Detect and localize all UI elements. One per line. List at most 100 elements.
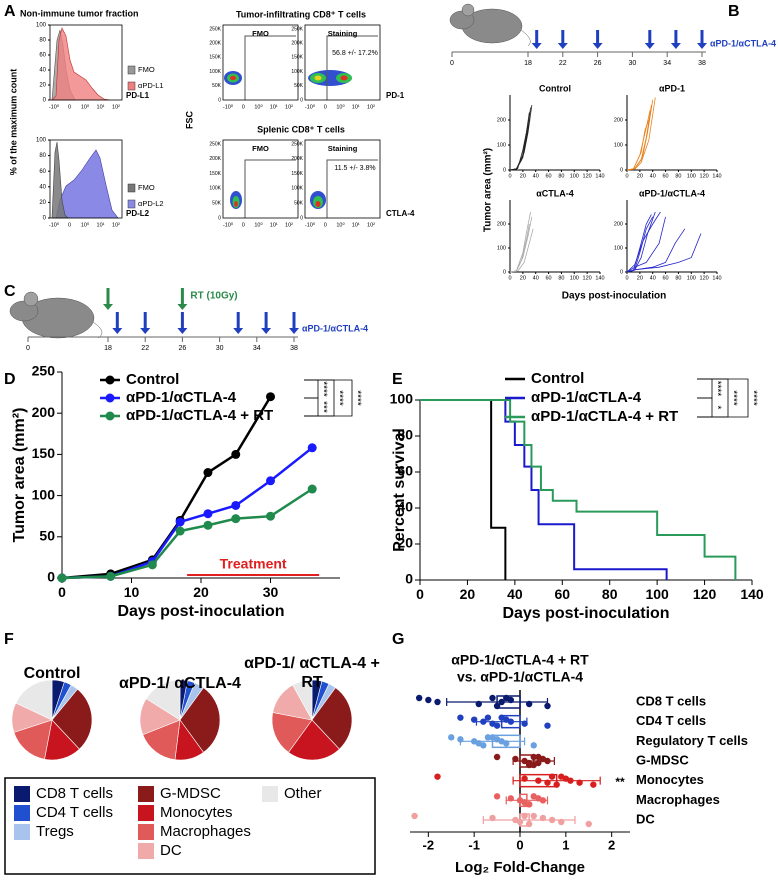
point	[411, 812, 418, 820]
y-tick-label: 250K	[209, 141, 221, 147]
dose-arrow-head	[531, 43, 542, 49]
x-tick-label: -10⁰	[223, 103, 234, 110]
x-axis-label: PD-1	[386, 91, 405, 100]
point	[535, 777, 542, 784]
x-tick-label: 120	[583, 276, 592, 282]
line	[626, 104, 652, 171]
blob	[314, 75, 322, 81]
x-tick-label: 120	[700, 174, 709, 180]
x-tick-label: 100	[687, 276, 696, 282]
dot-plot-blobs	[224, 35, 378, 218]
legend-marker	[105, 393, 115, 403]
pie-slice	[15, 679, 53, 721]
plot-frame	[304, 24, 381, 101]
y-tick-label: 250K	[209, 26, 221, 32]
schedule-tick-label: 0	[26, 345, 30, 352]
significance-bracket	[304, 397, 319, 417]
point	[203, 509, 213, 519]
x-tick-label: 10	[124, 584, 140, 600]
x-tick-label: -10⁰	[49, 103, 60, 110]
legend-label: CD4 T cells	[36, 804, 113, 821]
schedule-tick-label: 26	[179, 345, 187, 352]
gate-label: FMO	[252, 144, 269, 153]
legend-swatch	[138, 843, 154, 859]
y-tick-label: 0	[43, 216, 47, 222]
legend-swatch	[127, 65, 136, 75]
x-tick-label: 80	[558, 276, 564, 282]
y-axis-label: Tumor area (mm²)	[483, 148, 494, 232]
y-tick-label: 100K	[209, 69, 221, 75]
point	[493, 753, 501, 761]
x-tick-label: 120	[693, 586, 717, 602]
point	[231, 514, 241, 524]
legend-label: Monocytes	[160, 804, 233, 821]
legend-swatch	[262, 786, 278, 802]
x-tick-label: 80	[558, 174, 564, 180]
significance-label: ****	[727, 390, 738, 406]
panel-label: F	[4, 631, 14, 648]
x-tick-label: 10²	[367, 104, 375, 110]
x-tick-label: 0	[625, 276, 628, 282]
point	[503, 740, 510, 747]
y-tick-label: 200K	[291, 41, 303, 47]
y-tick-label: 200	[614, 117, 623, 123]
pie-title: αPD-1/ αCTLA-4	[119, 675, 241, 692]
chart-subtitle: vs. αPD-1/αCTLA-4	[457, 669, 583, 685]
y-tick-label: 100	[32, 486, 56, 502]
gate-label: Staining	[328, 144, 358, 153]
point	[266, 392, 275, 402]
point	[434, 698, 441, 706]
plot-frame	[49, 139, 123, 219]
category-label: DC	[636, 811, 655, 826]
legend-label: αPD-1/αCTLA-4	[531, 389, 642, 406]
significance-label: ****	[711, 381, 722, 397]
point	[266, 476, 275, 486]
point	[475, 700, 482, 708]
schedule-tick-label: 30	[629, 60, 637, 67]
line	[626, 216, 654, 273]
legend-swatch	[127, 183, 136, 193]
x-axis-label: PD-L1	[126, 91, 150, 100]
y-tick-label: 50	[39, 528, 55, 544]
x-tick-label: 0	[58, 584, 66, 600]
mouse-ear	[23, 291, 39, 307]
line	[61, 487, 313, 580]
y-tick-label: 40	[39, 68, 46, 74]
point	[484, 714, 492, 721]
x-tick-label: 40	[533, 174, 539, 180]
x-axis-label: Days post-inoculation	[502, 605, 669, 622]
y-tick-label: 0	[405, 571, 413, 587]
point	[489, 734, 496, 741]
pie-title: αPD-1/ αCTLA-4 + RT	[244, 655, 380, 691]
point	[539, 797, 547, 804]
x-tick-label: 10²	[285, 222, 293, 228]
y-tick-label: 0	[620, 269, 623, 275]
x-tick-label: 1	[562, 837, 569, 852]
annotation: **	[615, 775, 625, 789]
y-tick-label: 150	[32, 445, 56, 461]
x-tick-label: 140	[595, 174, 604, 180]
point	[470, 716, 478, 723]
x-tick-label: 10²	[112, 222, 120, 228]
point	[175, 517, 185, 527]
y-axis-label: Tumor area (mm²)	[11, 408, 28, 543]
x-tick-label: -10⁰	[49, 221, 60, 228]
legend-label: Control	[531, 370, 584, 387]
point	[544, 757, 551, 765]
y-axis-label: FSC	[184, 110, 194, 129]
y-tick-label: 20	[39, 200, 46, 206]
x-tick-label: 140	[712, 174, 721, 180]
line	[509, 223, 530, 273]
point	[457, 714, 464, 721]
y-tick-label: 0	[43, 98, 47, 104]
x-tick-label: 0	[416, 586, 424, 602]
line	[509, 228, 534, 273]
y-tick-label: 40	[397, 499, 413, 515]
y-tick-label: 20	[39, 83, 46, 89]
x-tick-label: 100	[645, 586, 669, 602]
x-tick-label: 20	[193, 584, 209, 600]
schedule-tick-label: 38	[290, 345, 298, 352]
pie-slice	[292, 679, 313, 721]
x-tick-label: 10¹	[270, 104, 278, 110]
significance-bracket	[697, 378, 713, 399]
